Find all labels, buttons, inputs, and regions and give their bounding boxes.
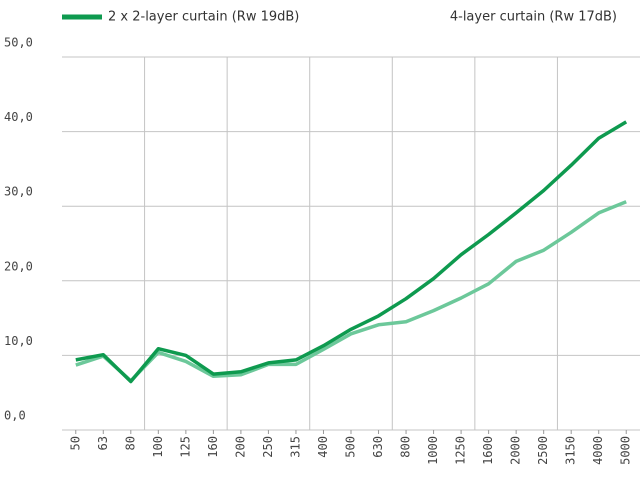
x-tick-label: 500	[344, 436, 358, 458]
x-tick-label: 400	[316, 436, 330, 458]
y-tick-label: 10,0	[4, 334, 33, 348]
y-tick-label: 50,0	[4, 36, 33, 50]
y-tick-label: 40,0	[4, 110, 33, 124]
x-tick-label: 630	[371, 436, 385, 458]
x-tick-label: 1250	[454, 436, 468, 465]
x-tick-label: 80	[123, 436, 137, 450]
x-tick-label: 1600	[481, 436, 495, 465]
x-tick-label: 100	[151, 436, 165, 458]
x-tick-label: 2500	[536, 436, 550, 465]
x-tick-label: 2000	[509, 436, 523, 465]
legend-label: 2 x 2-layer curtain (Rw 19dB)	[108, 10, 299, 25]
y-tick-label: 20,0	[4, 259, 33, 273]
x-tick-label: 63	[96, 436, 110, 450]
x-tick-label: 4000	[591, 436, 605, 465]
x-tick-label: 315	[288, 436, 302, 458]
x-tick-label: 3150	[564, 436, 578, 465]
x-tick-label: 800	[399, 436, 413, 458]
series-line	[75, 120, 628, 384]
x-tick-label: 125	[178, 436, 192, 458]
x-tick-label: 1000	[426, 436, 440, 465]
x-tick-label: 250	[261, 436, 275, 458]
x-tick-label: 160	[206, 436, 220, 458]
x-tick-label: 200	[233, 436, 247, 458]
y-tick-label: 30,0	[4, 185, 33, 199]
x-tick-label: 50	[68, 436, 82, 450]
legend-label: 4-layer curtain (Rw 17dB)	[450, 10, 617, 25]
series-line	[75, 200, 627, 383]
x-tick-label: 5000	[619, 436, 633, 465]
y-tick-label: 0,0	[4, 409, 26, 423]
